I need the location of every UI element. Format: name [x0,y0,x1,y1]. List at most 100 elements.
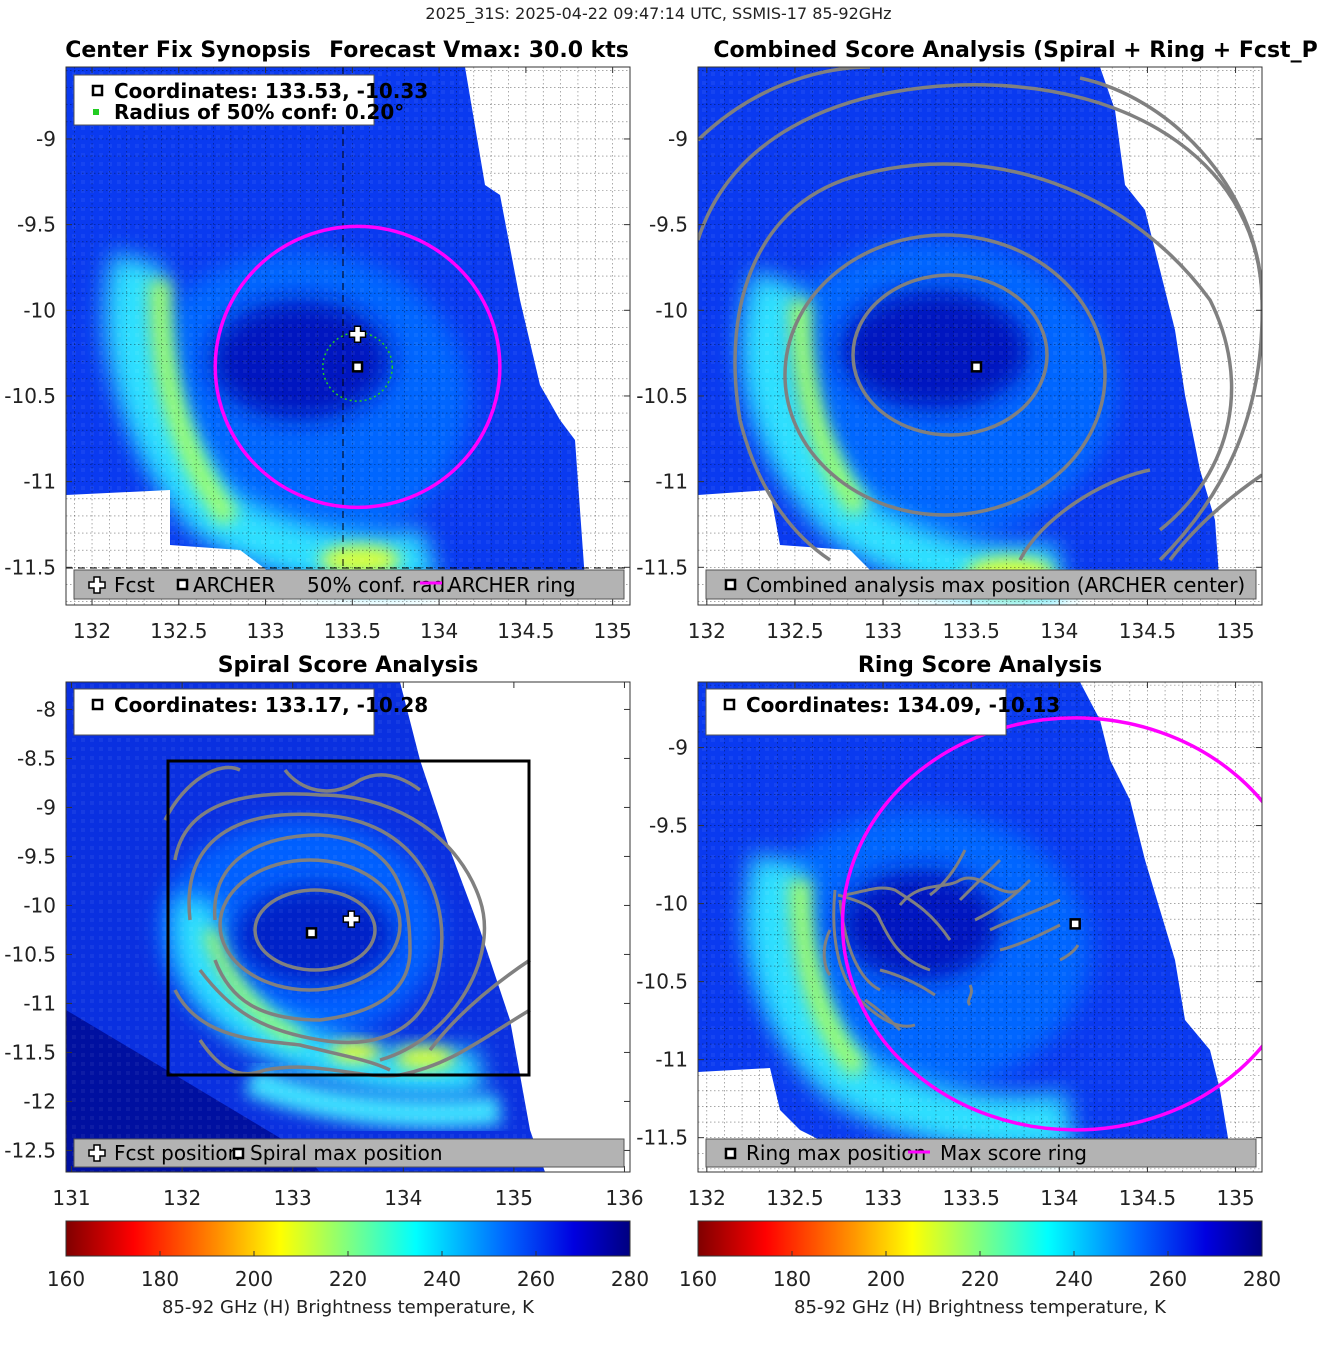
x-tick-label: 133.5 [943,619,1000,643]
colorbar-tick-label: 240 [1055,1267,1093,1291]
spiral-info-box: Coordinates: 133.17, -10.28 [73,688,428,736]
ring-coordinates: Coordinates: 134.09, -10.13 [746,693,1060,717]
legend-fcst-position: Fcst position [114,1141,240,1165]
x-tick-label: 132.5 [766,619,823,643]
colorbar-tick-label: 180 [141,1267,179,1291]
x-tick-label: 132 [688,619,726,643]
x-tick-label: 134.5 [1119,1186,1176,1210]
ring-circle [213,224,502,510]
y-tick-label: -11.5 [4,1040,56,1064]
synopsis-conf-radius: Radius of 50% conf: 0.20° [114,100,404,124]
archer-square-icon [176,578,189,591]
x-tick-label: 132 [163,1186,201,1210]
archer-square-icon [91,84,104,97]
center-point [351,361,364,373]
y-tick-label: -10 [655,892,688,916]
y-tick-label: -9 [36,127,56,151]
ring-legend: Ring max position Max score ring [705,1138,1257,1168]
spiral-square-icon [232,1147,245,1160]
x-tick-label: 132 [73,619,111,643]
x-tick-label: 134.5 [1119,619,1176,643]
y-tick-label: -8.5 [17,746,56,770]
legend-archer: ARCHER [193,573,275,597]
ring-contours [822,849,1080,1032]
x-tick-label: 136 [605,1186,643,1210]
y-tick-label: -10 [23,893,56,917]
colorbar-tick-label: 180 [773,1267,811,1291]
y-tick-label: -9 [36,795,56,819]
legend-fcst: Fcst [114,573,155,597]
colorbar-tick-label: 200 [867,1267,905,1291]
spiral-coordinates: Coordinates: 133.17, -10.28 [114,693,428,717]
x-tick-label: 134 [420,619,458,643]
synopsis-info-box: Coordinates: 133.53, -10.33 Radius of 50… [73,74,428,126]
conf-circle [322,331,394,402]
y-tick-label: -9.5 [649,213,688,237]
spiral-title: Spiral Score Analysis [218,653,479,678]
colorbar-tick-label: 200 [235,1267,273,1291]
ring-square-icon [724,1147,737,1160]
fcst-point [342,910,361,928]
combined-axes [697,66,1263,606]
synopsis-legend: Fcst ARCHER 50% conf. rad. ARCHER ring [73,569,625,600]
spiral-legend: Fcst position Spiral max position [73,1138,625,1168]
x-tick-label: 133 [246,619,284,643]
colorbar-tick-label: 260 [517,1267,555,1291]
x-tick-label: 132 [688,1186,726,1210]
x-tick-label: 133.5 [943,1186,1000,1210]
y-tick-label: -10 [655,298,688,322]
colorbar-tick-label: 280 [611,1267,649,1291]
x-tick-label: 134.5 [497,619,554,643]
fcst-cross-icon [88,576,106,594]
colorbar-tick-label: 220 [329,1267,367,1291]
colorbar-tick-label: 160 [679,1267,717,1291]
panel-synopsis: Center Fix Synopsis Forecast Vmax: 30.0 … [4,38,631,643]
y-tick-label: -11 [23,991,56,1015]
synopsis-heatmap [66,67,630,605]
y-tick-label: -9 [668,736,688,760]
colorbar-tick-label: 160 [47,1267,85,1291]
spiral-axes [65,681,631,1173]
combined-legend: Combined analysis max position (ARCHER c… [705,569,1257,600]
panel-spiral: Spiral Score Analysis [4,653,643,1210]
y-tick-label: -11 [655,1048,688,1072]
x-tick-label: 133 [864,619,902,643]
fcst-point [348,325,367,344]
y-tick-label: -11 [655,470,688,494]
panel-combined: Combined Score Analysis (Spiral + Ring +… [636,38,1317,643]
x-tick-label: 131 [52,1186,90,1210]
legend-combined: Combined analysis max position (ARCHER c… [746,573,1245,597]
synopsis-coordinates: Coordinates: 133.53, -10.33 [114,79,428,103]
combined-square-icon [724,578,737,591]
x-tick-label: 135 [495,1186,533,1210]
conf-dot-icon [93,109,99,115]
y-tick-label: -10 [23,298,56,322]
combined-heatmap [698,67,1262,605]
combined-contours [698,67,1262,562]
ring-axes [697,681,1263,1173]
x-tick-label: 134 [1040,619,1078,643]
panel-ring: Ring Score Analysis [636,653,1263,1210]
y-tick-label: -9.5 [649,814,688,838]
ring-title: Ring Score Analysis [858,653,1102,678]
colorbar-right-label: 85-92 GHz (H) Brightness temperature, K [794,1297,1167,1318]
colorbar-left: 160 180 200 220 240 260 280 85-92 GHz (H) Brig… [47,1220,649,1318]
x-tick-label: 134 [384,1186,422,1210]
legend-spiral-max: Spiral max position [250,1141,443,1165]
legend-max-score-ring: Max score ring [940,1141,1087,1165]
x-tick-label: 133 [864,1186,902,1210]
y-tick-label: -9.5 [17,213,56,237]
ring-heatmap [698,682,1262,1172]
x-tick-label: 135 [1216,619,1254,643]
spiral-search-box [166,759,531,1077]
y-tick-label: -11 [23,470,56,494]
center-point [305,927,318,939]
colorbar-left-label: 85-92 GHz (H) Brightness temperature, K [162,1297,535,1318]
y-tick-label: -12.5 [4,1138,56,1162]
y-tick-label: -10.5 [4,384,56,408]
x-tick-label: 133.5 [324,619,381,643]
synopsis-title-left: Center Fix Synopsis [65,38,311,63]
y-tick-label: -12 [23,1089,56,1113]
legend-ring-max: Ring max position [746,1141,926,1165]
